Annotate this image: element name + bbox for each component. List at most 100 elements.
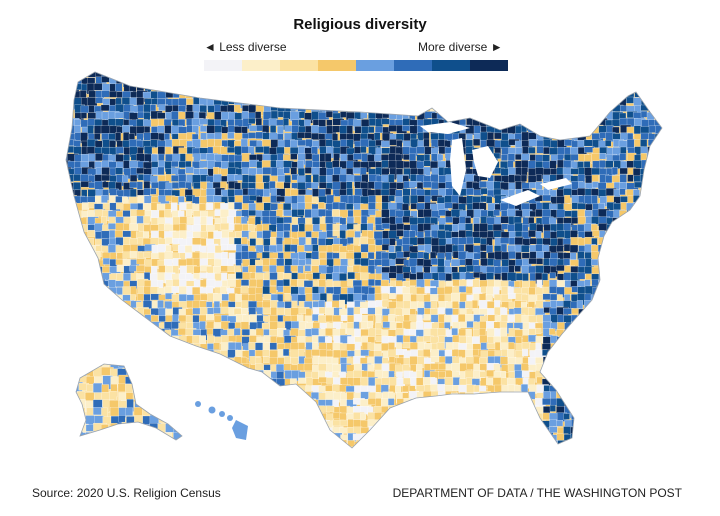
county-cell — [472, 447, 480, 448]
county-cell — [480, 448, 489, 456]
county-cell — [669, 391, 675, 400]
county-cell — [494, 90, 505, 102]
county-cell — [654, 110, 661, 118]
county-cell — [416, 448, 423, 457]
county-cell — [528, 334, 537, 343]
county-cell — [640, 369, 651, 381]
county-cell — [626, 231, 635, 240]
county-cell — [634, 216, 646, 224]
county-cell — [290, 139, 298, 148]
county-cell — [493, 440, 500, 448]
county-cell — [353, 77, 361, 86]
county-cell — [326, 405, 335, 413]
county-cell — [585, 84, 597, 95]
county-cell — [326, 97, 339, 108]
legend-swatch-6 — [394, 60, 432, 71]
county-cell — [606, 293, 616, 302]
county-cell — [570, 371, 578, 378]
county-cell — [641, 406, 648, 417]
county-cell — [661, 455, 669, 464]
county-cell — [550, 447, 558, 448]
county-cell — [150, 188, 157, 195]
county-cell — [521, 98, 529, 108]
county-cell — [158, 376, 170, 384]
county-cell — [605, 390, 619, 398]
county-cell — [332, 84, 340, 95]
county-cell — [584, 117, 594, 128]
county-cell — [360, 377, 369, 387]
county-cell — [613, 455, 622, 466]
county-cell — [528, 434, 541, 443]
county-cell — [577, 84, 587, 95]
county-cell — [649, 449, 660, 460]
county-cell — [591, 439, 604, 448]
county-cell — [326, 77, 338, 84]
county-cell — [639, 343, 650, 351]
county-cell — [590, 105, 602, 116]
county-cell — [290, 420, 299, 430]
county-cell — [486, 98, 496, 108]
county-cell — [661, 307, 662, 319]
county-cell — [500, 399, 511, 409]
county-cell — [662, 155, 668, 163]
county-cell — [599, 371, 607, 383]
county-cell — [424, 413, 434, 420]
county-cell — [633, 181, 643, 188]
county-cell — [185, 349, 195, 358]
county-cell — [670, 308, 682, 319]
county-cell — [290, 167, 298, 175]
county-cell — [626, 378, 635, 388]
county-cell — [248, 72, 258, 77]
county-cell — [556, 350, 568, 362]
county-cell — [283, 426, 292, 438]
county-cell — [81, 441, 92, 448]
county-cell — [549, 132, 559, 139]
county-cell — [661, 76, 662, 89]
county-cell — [185, 356, 197, 369]
county-cell — [172, 370, 185, 383]
county-cell — [157, 398, 167, 411]
county-cell — [192, 83, 204, 94]
county-cell — [402, 188, 411, 196]
county-cell — [409, 72, 415, 78]
county-cell — [116, 126, 124, 134]
county-cell — [529, 72, 541, 80]
county-cell — [612, 126, 620, 134]
county-cell — [381, 222, 391, 229]
county-cell — [179, 342, 190, 355]
county-cell — [276, 72, 289, 80]
county-cell — [368, 434, 378, 446]
county-cell — [242, 377, 253, 385]
county-cell — [661, 252, 662, 259]
county-cell — [655, 195, 662, 206]
county-cell — [437, 98, 447, 106]
county-cell — [585, 313, 596, 325]
county-cell — [381, 147, 391, 154]
county-cell — [640, 412, 647, 421]
county-cell — [257, 455, 265, 465]
county-cell — [619, 447, 627, 448]
county-cell — [95, 153, 104, 161]
county-cell — [647, 196, 657, 209]
county-cell — [669, 189, 677, 199]
county-cell — [144, 427, 154, 438]
county-cell — [87, 229, 95, 238]
county-cell — [269, 84, 277, 95]
county-cell — [269, 72, 281, 81]
county-cell — [451, 406, 463, 418]
county-cell — [466, 456, 475, 466]
county-cell — [241, 84, 252, 95]
county-cell — [663, 140, 673, 151]
county-cell — [466, 97, 474, 108]
county-cell — [425, 455, 435, 464]
county-cell — [151, 455, 163, 463]
county-cell — [94, 314, 102, 325]
county-cell — [416, 440, 427, 448]
county-cell — [66, 391, 71, 398]
county-cell — [200, 77, 211, 90]
county-cell — [256, 448, 262, 458]
county-cell — [669, 147, 677, 157]
county-cell — [598, 342, 610, 353]
county-cell — [381, 140, 391, 148]
county-cell — [640, 301, 651, 310]
